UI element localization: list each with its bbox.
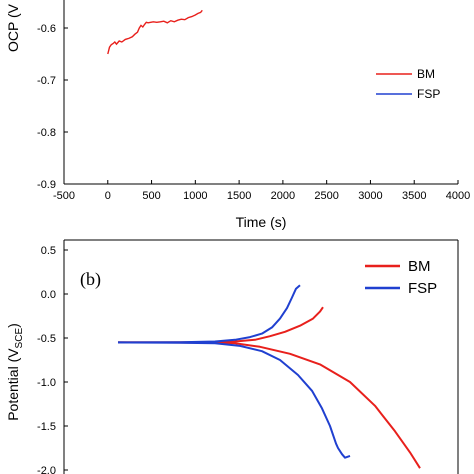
panel-b-series-bm-line (117, 341, 421, 469)
panel-a-x-tick-label: 4000 (446, 190, 470, 202)
panel-a-x-tick-label: -500 (53, 190, 75, 202)
panel-b-y-tick-label: 0.0 (41, 289, 56, 301)
panel-b: 0.5 0.0 -0.5 -1.0 -1.5 -2.0 (b) Potential (VS… (5, 239, 459, 474)
panel-a-x-axis-title: Time (s) (236, 214, 287, 230)
panel-a-y-tick-label: -0.6 (37, 23, 56, 35)
panel-a-x-tick-label: 1000 (183, 190, 207, 202)
panel-a-x-tick-label: 2000 (271, 190, 295, 202)
panel-b-label: (b) (80, 269, 101, 290)
panel-b-legend: BM FSP (365, 258, 437, 297)
panel-b-y-tick-label: -1.5 (37, 421, 56, 433)
panel-a: -500 0 500 1000 1500 2000 2500 3000 3500 4000 -0.… (5, 0, 470, 230)
panel-a-y-tick-label: -0.7 (37, 75, 56, 87)
panel-a-x-tick-label: 2500 (314, 190, 338, 202)
panel-b-y-tick-label: -0.5 (37, 333, 56, 345)
panel-b-series (117, 284, 421, 469)
panel-a-y-ticks: -0.6 -0.7 -0.8 -0.9 (37, 23, 68, 191)
panel-b-y-axis-title-subscript: SCE (14, 328, 25, 349)
panel-b-legend-fsp-label: FSP (408, 280, 437, 297)
panel-a-legend: BM FSP (376, 67, 440, 101)
panel-a-y-axis-title: OCP (V (5, 3, 21, 52)
panel-b-legend-bm-label: BM (408, 258, 431, 275)
panel-b-series-fsp-line (117, 284, 301, 344)
panel-a-x-tick-label: 0 (105, 190, 111, 202)
panel-b-y-axis-title: Potential (VSCE) (5, 323, 25, 421)
panel-b-y-tick-label: -1.0 (37, 377, 56, 389)
panel-a-series (107, 9, 203, 55)
panel-b-series-bm-line (117, 306, 324, 344)
panel-b-y-tick-label: 0.5 (41, 245, 56, 257)
panel-a-series-bm-line (107, 9, 203, 55)
panel-a-legend-bm-label: BM (417, 67, 435, 81)
panel-a-x-ticks: -500 0 500 1000 1500 2000 2500 3000 3500 4000 (53, 180, 470, 202)
panel-a-y-tick-label: -0.9 (37, 179, 56, 191)
panel-a-x-tick-label: 1500 (227, 190, 251, 202)
panel-b-y-axis-title-close: ) (5, 323, 21, 328)
panel-a-x-tick-label: 500 (142, 190, 160, 202)
panel-a-x-tick-label: 3500 (402, 190, 426, 202)
panel-b-y-tick-label: -2.0 (37, 465, 56, 474)
panel-b-series-fsp-line (117, 341, 351, 459)
panel-a-x-tick-label: 3000 (358, 190, 382, 202)
panel-b-y-axis-title-main: Potential (V (5, 348, 21, 421)
panel-a-legend-fsp-label: FSP (417, 87, 440, 101)
panel-b-y-ticks: 0.5 0.0 -0.5 -1.0 -1.5 -2.0 (37, 245, 68, 474)
panel-a-y-tick-label: -0.8 (37, 127, 56, 139)
